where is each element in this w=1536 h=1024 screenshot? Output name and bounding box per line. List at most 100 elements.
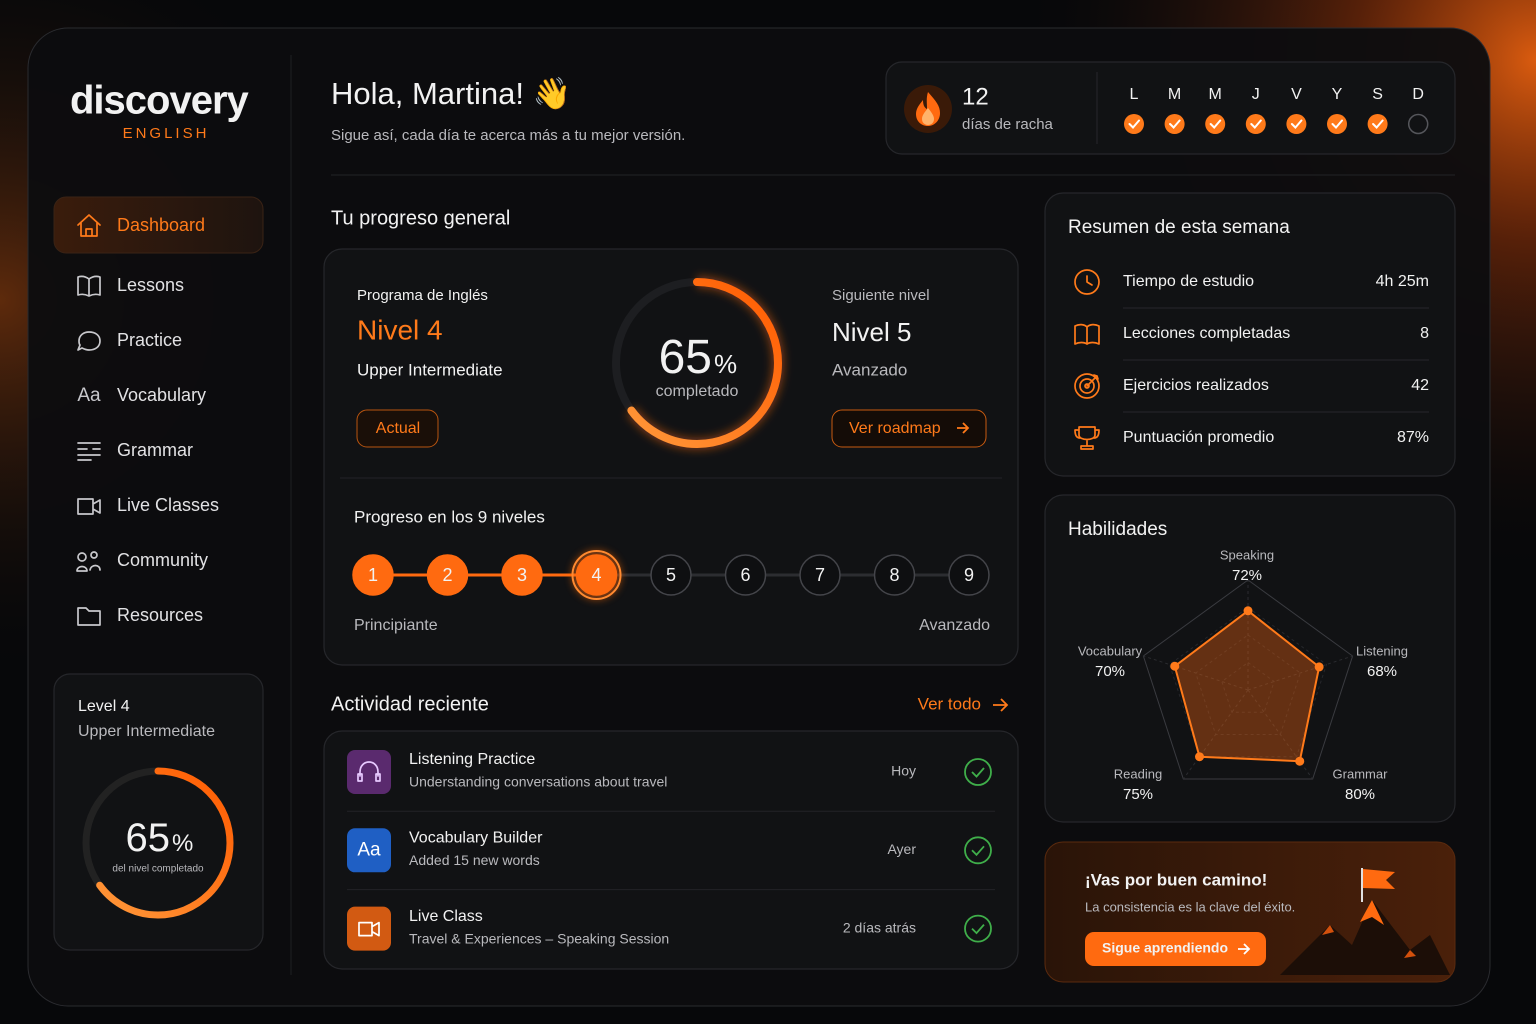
day-letter: L — [1130, 86, 1139, 103]
icon — [1074, 373, 1100, 399]
ring-progress — [82, 767, 234, 919]
nav-label[interactable]: Resources — [117, 605, 203, 625]
summary-label: Ejercicios realizados — [1123, 377, 1269, 394]
nav-item[interactable]: Aa Vocabulary — [77, 385, 206, 406]
step-halo — [571, 550, 622, 600]
skills-card — [1044, 494, 1456, 823]
step — [873, 554, 916, 596]
summary-label: Lecciones completadas — [1123, 325, 1290, 342]
day-letter: J — [1252, 86, 1260, 103]
button-text[interactable]: Ver roadmap — [849, 420, 941, 437]
check-icon — [971, 845, 985, 857]
day-letter: S — [1372, 86, 1383, 103]
continue-button[interactable]: Sigue aprendiendo — [1085, 932, 1266, 966]
ring-value: 65 — [126, 816, 171, 860]
greeting-subtitle: Sigue así, cada día te acerca más a tu m… — [331, 127, 685, 144]
radar-grid — [1142, 579, 1354, 780]
step-label: 4 — [591, 565, 601, 585]
day-letter: V — [1291, 86, 1302, 103]
activity-time: Hoy — [891, 763, 916, 779]
section-title: Tu progreso general — [331, 207, 510, 229]
check-icon — [971, 924, 985, 935]
nav-item[interactable]: Grammar — [77, 440, 193, 461]
radar-point — [1195, 752, 1205, 762]
nav-active — [53, 196, 264, 254]
radar-spoke — [1182, 689, 1249, 780]
step — [426, 554, 469, 596]
activity-card — [323, 730, 1019, 970]
activity-icon-bg — [347, 828, 391, 873]
next-label: Siguiente nivel — [832, 287, 930, 304]
nav-item[interactable]: Lessons — [77, 275, 184, 297]
streak-label: días de racha — [962, 116, 1054, 133]
radar-point — [1295, 756, 1305, 766]
summary-title: Resumen de esta semana — [1068, 217, 1290, 238]
step-label: 5 — [666, 565, 676, 585]
step-label: 6 — [740, 565, 750, 585]
roadmap-button[interactable]: Ver roadmap — [831, 409, 987, 448]
flag — [1363, 869, 1395, 889]
activity-title: Live Class — [409, 908, 483, 925]
button-text[interactable]: Sigue aprendiendo — [1102, 940, 1228, 956]
nav-label[interactable]: Dashboard — [117, 215, 205, 235]
step — [799, 554, 841, 596]
next-level: Nivel 5 — [832, 317, 911, 347]
check-icon — [1128, 119, 1140, 129]
step-label: 8 — [889, 565, 899, 585]
level-subtitle: Upper Intermediate — [78, 723, 215, 740]
summary-rows: Tiempo de estudio 4h 25m Lecciones complet… — [1074, 269, 1429, 450]
icon — [1074, 426, 1100, 450]
nav-item[interactable]: Dashboard — [53, 196, 264, 254]
icon — [77, 214, 101, 237]
program-level: Nivel 4 — [357, 314, 443, 345]
radar-spoke — [1247, 655, 1353, 691]
check-icon — [1331, 119, 1343, 129]
ring-caption: completado — [656, 383, 739, 400]
icon — [1086, 275, 1093, 286]
step-label: 1 — [368, 565, 378, 585]
ring-unit: % — [714, 349, 737, 379]
levels-end: Avanzado — [919, 617, 990, 634]
check-icon — [1209, 119, 1222, 129]
nav-item[interactable]: Live Classes — [77, 495, 219, 515]
icon — [76, 551, 101, 572]
skill-value: 80% — [1345, 786, 1375, 803]
step — [724, 554, 767, 596]
radar-grid — [1221, 661, 1275, 713]
nav-item[interactable]: Practice — [77, 330, 182, 351]
step-label: 2 — [442, 565, 452, 585]
step-label: 9 — [964, 565, 974, 585]
streak-card — [885, 61, 1456, 155]
nav-label[interactable]: Live Classes — [117, 495, 219, 515]
radar-point — [1314, 662, 1324, 672]
arrow-icon — [957, 422, 970, 434]
nav-label[interactable]: Practice — [117, 330, 182, 350]
nav-label[interactable]: Community — [117, 550, 208, 570]
icon — [77, 498, 101, 515]
icon — [77, 442, 101, 461]
step — [650, 554, 692, 596]
day-letter: M — [1168, 86, 1181, 103]
section-title: Actividad reciente — [331, 693, 489, 715]
icon — [1084, 383, 1090, 389]
day-done — [1286, 114, 1307, 134]
skill-name: Grammar — [1333, 766, 1389, 781]
step — [575, 554, 618, 596]
mountain-illustration — [1280, 868, 1450, 975]
nav-label[interactable]: Grammar — [117, 440, 193, 460]
nav-item[interactable]: Resources — [77, 605, 203, 626]
see-all-link[interactable]: Ver todo — [918, 694, 981, 713]
button-frame — [831, 409, 987, 448]
ring-value: 65 — [659, 331, 712, 384]
nav-label[interactable]: Lessons — [117, 275, 184, 295]
step-label: 3 — [517, 565, 527, 585]
summary-value: 8 — [1420, 325, 1429, 342]
day-done — [1205, 114, 1226, 134]
brand-name: discovery — [70, 79, 250, 123]
day-letter: D — [1412, 86, 1424, 103]
nav-item[interactable]: Community — [76, 550, 208, 572]
nav-label[interactable]: Vocabulary — [117, 385, 206, 405]
activity-time: Ayer — [887, 841, 916, 857]
mountain-peak — [1404, 950, 1416, 958]
activity-title: Vocabulary Builder — [409, 830, 543, 847]
